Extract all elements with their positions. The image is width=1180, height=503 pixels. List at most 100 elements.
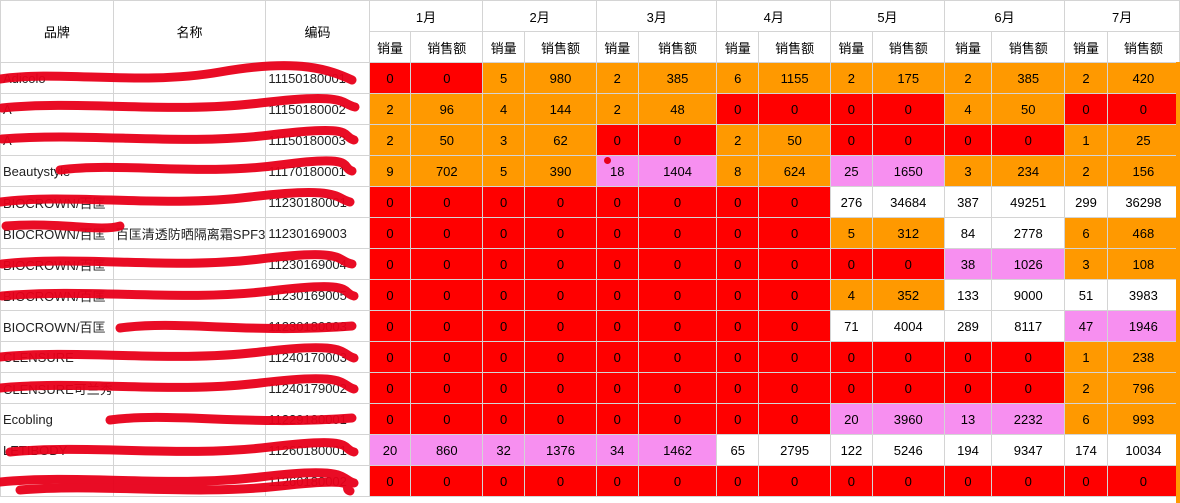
amount-cell[interactable]: 0 [871, 341, 945, 373]
amount-cell[interactable]: 624 [758, 155, 832, 187]
amount-cell[interactable]: 0 [523, 248, 598, 280]
qty-cell[interactable]: 0 [482, 186, 525, 218]
qty-cell[interactable]: 1 [1064, 124, 1108, 156]
qty-cell[interactable]: 174 [1064, 434, 1108, 466]
amount-cell[interactable]: 50 [991, 93, 1066, 125]
amount-cell[interactable]: 0 [758, 465, 832, 497]
qty-cell[interactable]: 3 [482, 124, 525, 156]
amount-cell[interactable]: 9347 [991, 434, 1066, 466]
qty-cell[interactable]: 20 [830, 403, 873, 435]
amount-cell[interactable]: 234 [991, 155, 1066, 187]
amount-cell[interactable]: 50 [758, 124, 832, 156]
amount-cell[interactable]: 0 [410, 279, 484, 311]
amount-cell[interactable]: 0 [523, 217, 598, 249]
qty-cell[interactable]: 0 [830, 248, 873, 280]
amount-cell[interactable]: 1404 [637, 155, 718, 187]
name-cell[interactable] [112, 465, 267, 497]
amount-cell[interactable]: 0 [410, 465, 484, 497]
table-row[interactable]: BIOCROWN/百匡 11230169004 0 0 0 0 0 0 0 0 0 0 38 1026 3 1… [0, 248, 1180, 280]
qty-cell[interactable]: 13 [943, 403, 993, 435]
amount-cell[interactable]: 0 [523, 186, 598, 218]
qty-cell[interactable]: 0 [368, 310, 412, 342]
header-month-1[interactable]: 1月 [368, 0, 484, 32]
subheader-amount[interactable]: 销售额 [523, 31, 598, 63]
amount-cell[interactable]: 0 [871, 93, 945, 125]
qty-cell[interactable]: 2 [1064, 372, 1108, 404]
subheader-amount[interactable]: 销售额 [637, 31, 718, 63]
subheader-amount[interactable]: 销售额 [991, 31, 1066, 63]
qty-cell[interactable]: 4 [943, 93, 993, 125]
amount-cell[interactable]: 0 [991, 341, 1066, 373]
qty-cell[interactable]: 0 [596, 248, 639, 280]
name-cell[interactable] [112, 93, 267, 125]
amount-cell[interactable]: 34684 [871, 186, 945, 218]
amount-cell[interactable]: 1376 [523, 434, 598, 466]
header-month-7[interactable]: 7月 [1064, 0, 1180, 32]
code-cell[interactable]: 11230169003 [265, 217, 370, 249]
amount-cell[interactable]: 108 [1106, 248, 1180, 280]
qty-cell[interactable]: 9 [368, 155, 412, 187]
table-row[interactable]: BIOCROWN/百匡 11230169005 0 0 0 0 0 0 0 0 4 352 133 900… [0, 279, 1180, 311]
code-cell[interactable]: 11230180001 [265, 186, 370, 218]
qty-cell[interactable]: 0 [596, 124, 639, 156]
amount-cell[interactable]: 0 [758, 403, 832, 435]
amount-cell[interactable]: 0 [991, 124, 1066, 156]
amount-cell[interactable]: 0 [410, 372, 484, 404]
amount-cell[interactable]: 0 [637, 310, 718, 342]
amount-cell[interactable]: 0 [637, 465, 718, 497]
qty-cell[interactable]: 0 [368, 465, 412, 497]
qty-cell[interactable]: 5 [482, 155, 525, 187]
table-row[interactable]: BIOCROWN/百匡 百匡清透防晒隔离霜SPF3 11230169003 0 0 0 0 0… [0, 217, 1180, 249]
name-cell[interactable] [112, 248, 267, 280]
table-row[interactable]: A 11150180003 2 50 3 62 0 0 2 50 0 0 0 0 1 25 [0, 124, 1180, 156]
table-row[interactable]: A 11150180002 2 96 4 144 2 48 0 0 0 0 4 50 0 0 [0, 93, 1180, 125]
amount-cell[interactable]: 468 [1106, 217, 1180, 249]
amount-cell[interactable]: 2778 [991, 217, 1066, 249]
amount-cell[interactable]: 0 [523, 341, 598, 373]
amount-cell[interactable]: 1650 [871, 155, 945, 187]
amount-cell[interactable]: 48 [637, 93, 718, 125]
qty-cell[interactable]: 0 [716, 93, 760, 125]
qty-cell[interactable]: 0 [830, 341, 873, 373]
subheader-amount[interactable]: 销售额 [871, 31, 945, 63]
brand-cell[interactable]: CLENSURE [0, 341, 114, 373]
header-month-3[interactable]: 3月 [595, 0, 718, 32]
amount-cell[interactable]: 0 [410, 186, 484, 218]
qty-cell[interactable]: 18 [596, 155, 639, 187]
qty-cell[interactable]: 84 [943, 217, 993, 249]
qty-cell[interactable]: 0 [596, 217, 639, 249]
amount-cell[interactable]: 0 [871, 372, 945, 404]
amount-cell[interactable]: 0 [871, 124, 945, 156]
code-cell[interactable]: 11240170003 [265, 341, 370, 373]
header-name[interactable]: 名称 [112, 0, 267, 63]
header-month-4[interactable]: 4月 [716, 0, 832, 32]
qty-cell[interactable]: 194 [943, 434, 993, 466]
qty-cell[interactable]: 0 [716, 248, 760, 280]
qty-cell[interactable]: 0 [368, 217, 412, 249]
qty-cell[interactable]: 0 [596, 403, 639, 435]
table-row[interactable]: Beautystyle 11170180001 9 702 5 390 18 1404 8 624… [0, 155, 1180, 187]
qty-cell[interactable]: 2 [1064, 155, 1108, 187]
amount-cell[interactable]: 0 [523, 372, 598, 404]
qty-cell[interactable]: 6 [1064, 217, 1108, 249]
amount-cell[interactable]: 0 [410, 310, 484, 342]
qty-cell[interactable]: 2 [943, 62, 993, 94]
subheader-qty[interactable]: 销量 [482, 31, 525, 63]
amount-cell[interactable]: 0 [637, 279, 718, 311]
amount-cell[interactable]: 0 [758, 186, 832, 218]
qty-cell[interactable]: 0 [943, 372, 993, 404]
code-cell[interactable]: 11240179002 [265, 372, 370, 404]
amount-cell[interactable]: 1155 [758, 62, 832, 94]
qty-cell[interactable]: 0 [1064, 465, 1108, 497]
name-cell[interactable] [112, 372, 267, 404]
qty-cell[interactable]: 0 [596, 186, 639, 218]
qty-cell[interactable]: 32 [482, 434, 525, 466]
qty-cell[interactable]: 0 [368, 279, 412, 311]
amount-cell[interactable]: 0 [637, 186, 718, 218]
qty-cell[interactable]: 0 [943, 465, 993, 497]
amount-cell[interactable]: 0 [410, 62, 484, 94]
table-row[interactable]: CLENSURE 11240170003 0 0 0 0 0 0 0 0 0 0 0 0 1 238 [0, 341, 1180, 373]
amount-cell[interactable]: 0 [523, 279, 598, 311]
qty-cell[interactable]: 0 [482, 217, 525, 249]
code-cell[interactable]: 11230169005 [265, 279, 370, 311]
